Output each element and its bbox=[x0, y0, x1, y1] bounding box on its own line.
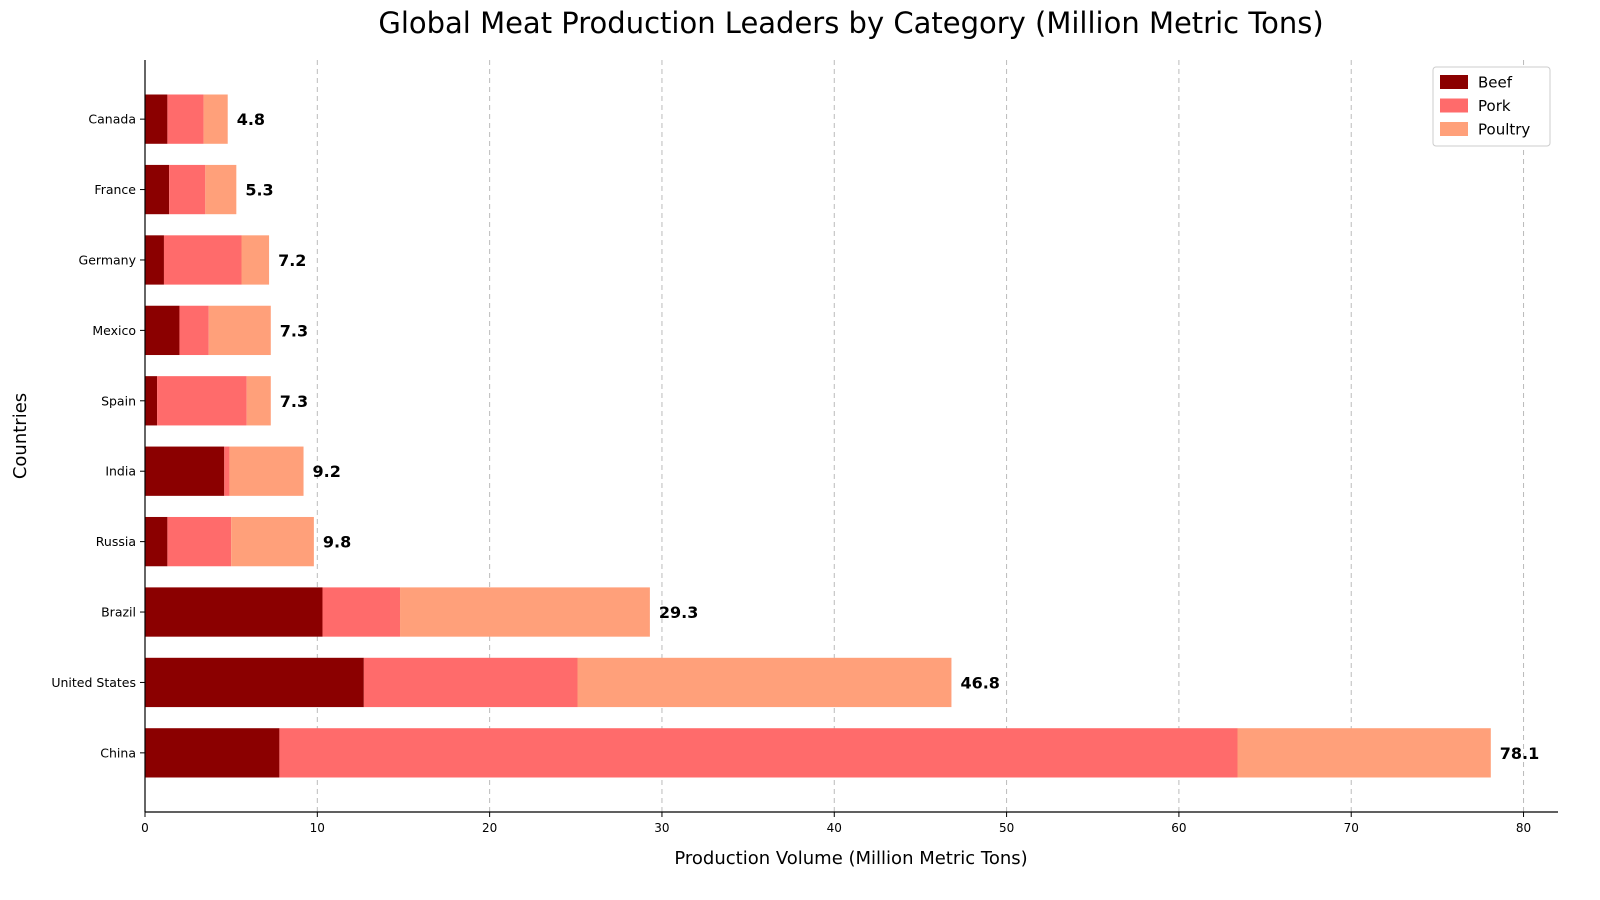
bar-pork-canada bbox=[167, 94, 204, 144]
bars bbox=[145, 94, 1491, 778]
x-tick-label: 80 bbox=[1516, 821, 1531, 835]
legend: Beef Pork Poultry bbox=[1432, 66, 1551, 147]
total-label: 46.8 bbox=[960, 673, 999, 692]
bar-poultry-brazil bbox=[400, 587, 650, 637]
bar-beef-france bbox=[145, 164, 170, 215]
legend-label-pork: Pork bbox=[1478, 97, 1511, 115]
bar-poultry-france bbox=[205, 164, 237, 215]
bar-pork-mexico bbox=[179, 305, 209, 356]
bar-poultry-russia bbox=[231, 516, 314, 567]
total-label: 78.1 bbox=[1500, 744, 1539, 763]
bar-beef-china bbox=[145, 728, 280, 778]
bar-pork-france bbox=[169, 164, 206, 215]
y-tick-label: United States bbox=[51, 675, 136, 690]
y-tick-label: Russia bbox=[96, 534, 136, 549]
x-tick-label: 20 bbox=[482, 821, 497, 835]
x-tick-label: 30 bbox=[654, 821, 669, 835]
bar-pork-russia bbox=[167, 516, 232, 567]
bar-poultry-germany bbox=[241, 235, 270, 285]
bar-pork-china bbox=[279, 728, 1238, 778]
total-label: 9.8 bbox=[323, 533, 351, 552]
total-label: 5.3 bbox=[245, 181, 273, 200]
bar-pork-germany bbox=[163, 235, 242, 285]
x-tick-label: 40 bbox=[827, 821, 842, 835]
total-label: 7.3 bbox=[280, 392, 308, 411]
x-tick-label: 50 bbox=[999, 821, 1014, 835]
bar-poultry-mexico bbox=[208, 305, 271, 356]
total-label: 29.3 bbox=[659, 603, 698, 622]
y-tick-label: India bbox=[105, 464, 136, 479]
bar-pork-spain bbox=[157, 376, 247, 426]
bar-beef-canada bbox=[145, 94, 168, 144]
bar-beef-mexico bbox=[145, 305, 180, 356]
bar-beef-russia bbox=[145, 516, 168, 567]
x-tick-label: 0 bbox=[141, 821, 149, 835]
x-tick-label: 10 bbox=[310, 821, 325, 835]
chart-title: Global Meat Production Leaders by Catego… bbox=[378, 6, 1323, 40]
legend-swatch-poultry bbox=[1440, 122, 1468, 136]
y-axis-label: Countries bbox=[10, 393, 31, 479]
y-tick-label: Mexico bbox=[92, 323, 136, 338]
bar-poultry-india bbox=[229, 446, 304, 496]
bar-beef-brazil bbox=[145, 587, 323, 637]
legend-label-beef: Beef bbox=[1478, 74, 1513, 92]
bar-poultry-spain bbox=[246, 376, 271, 426]
total-label: 7.3 bbox=[280, 321, 308, 340]
y-tick-label: Brazil bbox=[101, 605, 136, 620]
y-ticks: China United States Brazil Russia India Spain… bbox=[51, 112, 145, 760]
bar-pork-india bbox=[224, 446, 230, 496]
y-tick-label: France bbox=[94, 182, 136, 197]
total-label: 4.8 bbox=[237, 110, 265, 129]
bar-pork-united-states bbox=[363, 657, 578, 708]
legend-swatch-pork bbox=[1440, 98, 1468, 113]
total-label: 9.2 bbox=[313, 462, 341, 481]
total-label: 7.2 bbox=[278, 251, 306, 270]
bar-poultry-canada bbox=[203, 94, 228, 144]
y-tick-label: Germany bbox=[79, 252, 137, 267]
data-labels: 78.1 46.8 29.3 9.8 9.2 7.3 7.3 7.2 5.3 4.8 bbox=[237, 110, 1540, 763]
x-ticks: 0 10 20 30 40 50 60 70 80 bbox=[141, 812, 1531, 835]
bar-beef-united-states bbox=[145, 657, 364, 708]
bar-poultry-china bbox=[1237, 728, 1491, 778]
y-tick-label: Canada bbox=[88, 112, 136, 127]
x-axis-label: Production Volume (Million Metric Tons) bbox=[674, 848, 1027, 869]
y-tick-label: Spain bbox=[101, 393, 136, 408]
bar-poultry-united-states bbox=[577, 657, 952, 708]
bar-pork-brazil bbox=[322, 587, 401, 637]
bar-beef-germany bbox=[145, 235, 164, 285]
legend-swatch-beef bbox=[1440, 75, 1468, 89]
x-tick-label: 70 bbox=[1344, 821, 1359, 835]
bar-beef-spain bbox=[145, 376, 158, 426]
x-tick-label: 60 bbox=[1171, 821, 1186, 835]
bar-beef-india bbox=[145, 446, 225, 496]
legend-label-poultry: Poultry bbox=[1478, 121, 1530, 139]
y-tick-label: China bbox=[100, 745, 136, 760]
